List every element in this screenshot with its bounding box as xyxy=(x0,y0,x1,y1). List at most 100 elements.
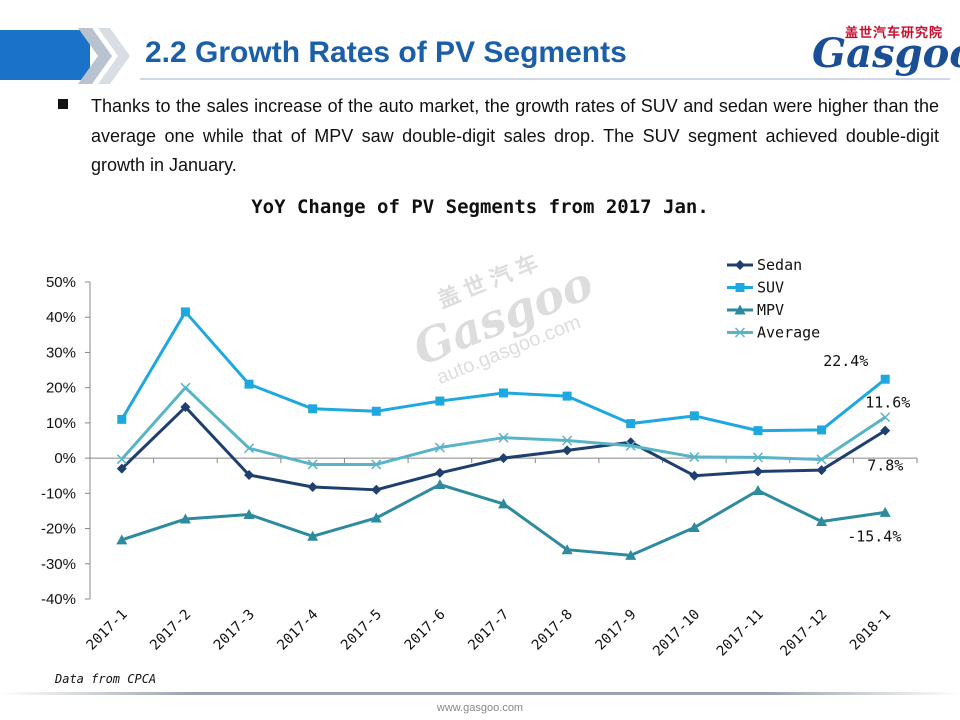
x-tick-label: 2018-1 xyxy=(847,607,894,654)
average-data-point xyxy=(498,432,509,443)
x-tick-label: 2017-9 xyxy=(592,607,639,654)
x-tick-label: 2017-6 xyxy=(402,607,449,654)
x-tick-label: 2017-5 xyxy=(338,607,385,654)
mpv-data-point xyxy=(434,479,446,490)
y-tick-label: 0% xyxy=(54,450,76,467)
y-tick-label: -40% xyxy=(41,591,76,608)
y-tick-label: 50% xyxy=(46,274,76,291)
sedan-data-point xyxy=(689,470,700,481)
footer-url: www.gasgoo.com xyxy=(436,702,524,714)
suv-data-point xyxy=(689,411,699,421)
legend-suv-marker xyxy=(735,283,745,292)
suv-data-point xyxy=(499,388,508,398)
x-tick-label: 2017-2 xyxy=(147,607,194,654)
x-tick-label: 2017-12 xyxy=(777,607,830,660)
average-data-point xyxy=(625,440,636,451)
average-data-point xyxy=(689,452,700,463)
suv-data-point xyxy=(371,406,381,416)
mpv-series-line xyxy=(121,483,886,557)
suv-data-point xyxy=(308,404,318,414)
sedan-data-point xyxy=(116,463,127,474)
mpv-data-point xyxy=(625,549,637,560)
gasgoo-logo: Gasgoo xyxy=(812,30,960,77)
data-label: 11.6% xyxy=(865,393,910,411)
average-data-point xyxy=(244,443,255,454)
legend-mpv-marker xyxy=(734,304,746,315)
mpv-data-point xyxy=(498,498,509,509)
mpv-data-point xyxy=(688,521,700,532)
y-tick-label: 40% xyxy=(46,309,76,326)
y-tick-label: -30% xyxy=(41,556,76,573)
average-data-point xyxy=(752,452,763,463)
x-tick-label: 2017-4 xyxy=(274,607,321,654)
y-tick-label: -20% xyxy=(41,521,76,538)
x-tick-label: 2017-10 xyxy=(650,607,703,660)
data-label: 22.4% xyxy=(823,352,868,370)
suv-data-point xyxy=(817,425,827,435)
y-tick-label: -10% xyxy=(41,485,76,502)
suv-data-point xyxy=(435,396,445,406)
suv-data-point xyxy=(880,374,890,384)
x-tick-label: 2017-8 xyxy=(529,607,576,654)
sedan-data-point xyxy=(371,484,382,495)
legend-sedan-label: Sedan xyxy=(757,256,802,274)
y-tick-label: 30% xyxy=(46,344,76,361)
x-tick-label: 2017-3 xyxy=(211,607,258,654)
footer-divider xyxy=(0,692,960,695)
sedan-data-point xyxy=(307,481,318,492)
legend-suv-label: SUV xyxy=(757,279,784,297)
suv-data-point xyxy=(180,307,190,317)
chart-title: YoY Change of PV Segments from 2017 Jan. xyxy=(251,196,709,218)
x-tick-label: 2017-7 xyxy=(465,607,512,654)
data-label: -15.4% xyxy=(847,527,901,545)
mpv-data-point xyxy=(116,534,128,545)
average-data-point xyxy=(307,459,318,470)
data-label: 7.8% xyxy=(867,457,903,475)
sedan-data-point xyxy=(498,453,509,464)
page-title: 2.2 Growth Rates of PV Segments xyxy=(145,36,627,69)
sedan-data-point xyxy=(752,466,763,477)
mpv-data-point xyxy=(879,506,891,517)
average-data-point xyxy=(880,412,891,423)
average-data-point xyxy=(816,454,827,465)
sedan-data-point xyxy=(562,445,573,456)
mpv-data-point xyxy=(307,530,319,541)
mpv-data-point xyxy=(243,508,255,519)
average-data-point xyxy=(180,382,191,393)
suv-data-point xyxy=(626,419,636,429)
sedan-data-point xyxy=(434,467,445,478)
y-tick-label: 20% xyxy=(46,380,76,397)
x-tick-label: 2017-1 xyxy=(84,607,131,654)
average-data-point xyxy=(371,459,382,470)
header-divider xyxy=(140,78,950,80)
bullet-text: Thanks to the sales increase of the auto… xyxy=(91,96,939,175)
suv-data-point xyxy=(244,379,254,389)
mpv-data-point xyxy=(370,512,382,523)
y-tick-label: 10% xyxy=(46,415,76,432)
legend-mpv-label: MPV xyxy=(757,301,784,319)
suv-data-point xyxy=(753,426,763,436)
sedan-series-line xyxy=(120,405,886,492)
header-band xyxy=(0,30,90,80)
average-data-point xyxy=(562,435,573,446)
mpv-data-point xyxy=(179,513,191,524)
header-chevron-icon xyxy=(78,28,130,84)
logo-cn-text: 盖世汽车研究院 xyxy=(845,26,944,41)
sedan-data-point xyxy=(880,425,891,436)
legend-average-marker xyxy=(734,327,746,338)
legend-sedan-marker xyxy=(735,260,745,270)
x-tick-label: 2017-11 xyxy=(714,607,767,660)
legend-average-label: Average xyxy=(757,324,820,342)
sedan-data-point xyxy=(180,402,191,413)
bullet-square-icon xyxy=(58,99,68,109)
suv-data-point xyxy=(562,391,572,401)
sedan-data-point xyxy=(244,470,255,481)
sedan-data-point xyxy=(816,465,827,476)
source-note: Data from CPCA xyxy=(55,672,157,686)
mpv-data-point xyxy=(752,485,764,496)
average-data-point xyxy=(116,454,127,465)
mpv-data-point xyxy=(561,544,573,555)
average-series-line xyxy=(120,386,887,466)
suv-data-point xyxy=(117,414,127,424)
average-data-point xyxy=(434,442,445,453)
